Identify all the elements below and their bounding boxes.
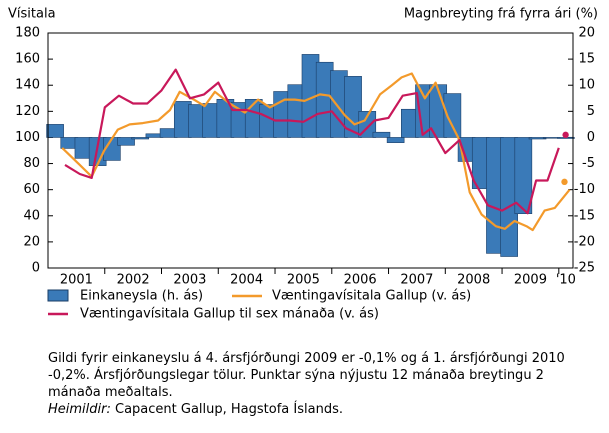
legend-swatch	[47, 289, 69, 302]
x-tick-label: 2004	[230, 273, 263, 288]
bar	[131, 137, 150, 140]
y-axis-label: Vísitala	[8, 7, 56, 22]
x-tick-label: 2007	[400, 273, 433, 288]
y2-tick-label: 10	[578, 78, 595, 93]
y2-tick-label: 5	[587, 104, 595, 119]
x-tick-label: 2003	[173, 273, 206, 288]
y2-axis-label: Magnbreyting frá fyrra ári (%)	[404, 7, 598, 22]
y-tick-label: 160	[15, 52, 40, 67]
x-tick-label: 2002	[117, 273, 150, 288]
chart: Vísitala Magnbreyting frá fyrra ári (%) …	[8, 7, 598, 322]
y2-tick-label: -15	[574, 208, 595, 223]
y2-tick-label: 0	[587, 130, 595, 145]
bar	[372, 131, 391, 138]
y2-tick-label: 15	[578, 52, 595, 67]
bar	[117, 137, 135, 146]
line	[64, 68, 560, 215]
legend-label: Væntingavísitala Gallup (v. ás)	[272, 289, 471, 304]
x-tick-label: 2008	[457, 273, 490, 288]
y2-tick-label: -10	[574, 182, 595, 197]
x-tick-label: 2009	[514, 273, 547, 288]
y-tick-label: 20	[23, 234, 40, 249]
source-text: Capacent Gallup, Hagstofa Íslands.	[115, 402, 343, 417]
source-line: Heimildir: Capacent Gallup, Hagstofa Ísl…	[48, 401, 588, 418]
note-text: Gildi fyrir einkaneyslu á 4. ársfjórðung…	[48, 351, 565, 400]
y-tick-label: 60	[23, 182, 40, 197]
y2-tick-label: -20	[574, 234, 595, 249]
footnote: Gildi fyrir einkaneyslu á 4. ársfjórðung…	[48, 350, 588, 418]
y-tick-label: 100	[15, 130, 40, 145]
point	[561, 178, 568, 186]
y2-tick-label: 20	[578, 26, 595, 41]
x-tick-label: '10	[556, 273, 576, 288]
x-tick-label: 2005	[287, 273, 320, 288]
y-tick-label: 0	[32, 261, 40, 276]
bar	[514, 137, 533, 214]
bar	[443, 93, 462, 138]
legend-label: Einkaneysla (h. ás)	[80, 289, 203, 304]
x-tick-label: 2006	[344, 273, 377, 288]
source-label: Heimildir:	[48, 402, 111, 417]
bar	[46, 124, 64, 138]
y-tick-label: 40	[23, 208, 40, 223]
plot-frame	[47, 32, 574, 269]
y-tick-label: 180	[15, 26, 40, 41]
x-tick-label: 2001	[60, 273, 93, 288]
y-tick-label: 140	[15, 78, 40, 93]
y-tick-label: 120	[15, 104, 40, 119]
y2-tick-label: -25	[574, 261, 595, 276]
point	[562, 131, 569, 139]
y2-tick-label: -5	[582, 156, 595, 171]
y-tick-label: 80	[23, 156, 40, 171]
bar	[386, 137, 405, 143]
line	[61, 72, 571, 232]
legend-label: Væntingavísitala Gallup til sex mánaða (…	[80, 307, 379, 322]
